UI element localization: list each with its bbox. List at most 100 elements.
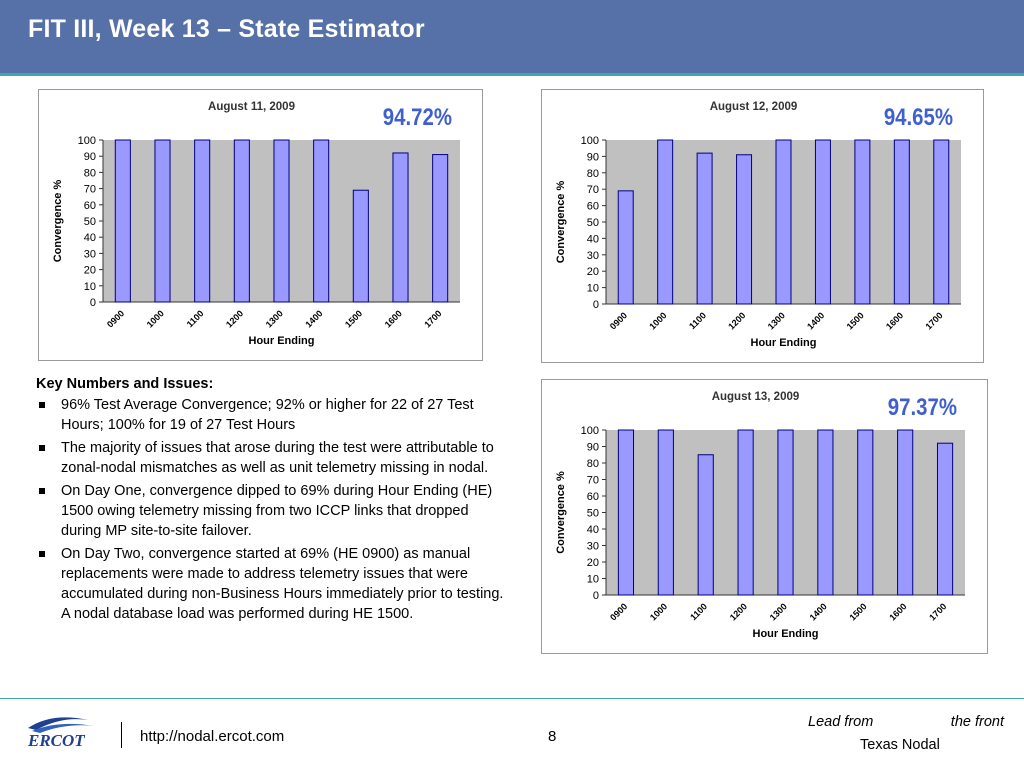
x-tick-label: 1200	[224, 308, 245, 329]
x-tick-label: 0900	[105, 308, 126, 329]
bar	[352, 189, 369, 303]
x-tick-label: 0900	[608, 601, 629, 622]
y-tick-label: 80	[84, 167, 96, 179]
footer-divider-line	[0, 698, 1024, 699]
bar	[114, 139, 131, 303]
bar	[273, 139, 290, 303]
x-tick-label: 1100	[687, 310, 708, 331]
slide-title: FIT III, Week 13 – State Estimator	[28, 15, 425, 43]
svg-text:ERCOT: ERCOT	[27, 731, 85, 750]
chart-august-11: August 11, 2009 94.72% 0 10 20 30 40 50 60 70 80 90…	[38, 89, 483, 361]
y-tick-label: 90	[587, 151, 599, 163]
y-tick-label: 80	[587, 168, 599, 180]
bar	[893, 139, 910, 305]
x-tick-label: 1000	[647, 310, 668, 331]
issue-item: On Day One, convergence dipped to 69% du…	[36, 481, 506, 541]
y-tick-label: 30	[587, 250, 599, 262]
chart-title: August 11, 2009	[208, 101, 295, 113]
x-tick-label: 1300	[768, 601, 789, 622]
average-convergence-label: 97.37%	[888, 393, 957, 420]
issues-heading: Key Numbers and Issues:	[36, 376, 214, 392]
x-tick-label: 1400	[303, 308, 324, 329]
bar	[775, 139, 792, 305]
y-tick-label: 60	[587, 201, 599, 213]
x-tick-label: 1400	[808, 601, 829, 622]
y-tick-label: 80	[587, 458, 599, 470]
bar	[617, 190, 634, 305]
title-bar: FIT III, Week 13 – State Estimator	[0, 0, 1024, 76]
bar	[194, 139, 211, 303]
chart-title: August 13, 2009	[712, 391, 800, 403]
x-tick-label: 1600	[383, 308, 404, 329]
footer-separator	[121, 722, 122, 748]
y-tick-label: 100	[581, 135, 599, 147]
y-tick-label: 60	[84, 200, 96, 212]
x-tick-label: 1700	[927, 601, 948, 622]
bar-chart: August 13, 2009 97.37% 0 10 20 30 40 50 60 70 80 90…	[555, 391, 965, 640]
key-issues-section: Key Numbers and Issues: 96% Test Average…	[36, 374, 506, 627]
tagline-part-2: the front	[950, 714, 1004, 730]
x-tick-label: 1500	[343, 308, 364, 329]
y-tick-label: 40	[587, 233, 599, 245]
y-tick-label: 0	[593, 299, 599, 311]
bar	[432, 154, 449, 303]
y-tick-label: 60	[587, 491, 599, 503]
y-tick-label: 10	[587, 283, 599, 295]
bar	[777, 429, 794, 596]
bar	[897, 429, 914, 596]
x-tick-label: 1300	[264, 308, 285, 329]
y-tick-label: 10	[587, 574, 599, 586]
x-tick-label: 1600	[887, 601, 908, 622]
x-tick-label: 1000	[145, 308, 166, 329]
bar	[696, 152, 713, 305]
y-tick-label: 70	[587, 475, 599, 487]
footer-url-link[interactable]: http://nodal.ercot.com	[140, 728, 285, 745]
x-tick-label: 1300	[766, 310, 787, 331]
y-tick-label: 100	[581, 425, 599, 437]
y-tick-label: 50	[84, 216, 96, 228]
bar	[657, 139, 674, 305]
chart-august-12: August 12, 2009 94.65% 0 10 20 30 40 50 60 70 80 90…	[541, 89, 984, 363]
x-tick-label: 1100	[185, 308, 206, 329]
y-tick-label: 70	[84, 184, 96, 196]
x-tick-label: 1400	[805, 310, 826, 331]
y-tick-label: 40	[84, 232, 96, 244]
x-axis-label: Hour Ending	[751, 337, 817, 349]
chart-title: August 12, 2009	[710, 101, 798, 113]
x-tick-label: 1200	[726, 310, 747, 331]
y-tick-label: 20	[587, 557, 599, 569]
y-tick-label: 30	[84, 248, 96, 260]
bar	[817, 429, 834, 596]
x-tick-label: 0900	[608, 310, 629, 331]
bar-chart: August 12, 2009 94.65% 0 10 20 30 40 50 60 70 80 90…	[555, 101, 961, 349]
y-tick-label: 50	[587, 217, 599, 229]
x-tick-label: 1700	[422, 308, 443, 329]
bar	[657, 429, 674, 596]
y-tick-label: 10	[84, 281, 96, 293]
y-axis-label: Convergence %	[52, 180, 64, 263]
issues-list: 96% Test Average Convergence; 92% or hig…	[36, 395, 506, 624]
y-tick-label: 90	[587, 442, 599, 454]
y-tick-label: 30	[587, 541, 599, 553]
x-axis-label: Hour Ending	[249, 335, 315, 347]
bar	[392, 152, 409, 303]
bar	[737, 429, 754, 596]
y-tick-label: 40	[587, 524, 599, 536]
bar	[233, 139, 250, 303]
issue-item: 96% Test Average Convergence; 92% or hig…	[36, 395, 506, 435]
y-axis-label: Convergence %	[555, 181, 567, 264]
bar	[313, 139, 330, 303]
y-tick-label: 70	[587, 184, 599, 196]
y-tick-label: 20	[84, 265, 96, 277]
y-tick-label: 100	[78, 135, 96, 147]
x-axis-label: Hour Ending	[753, 628, 819, 640]
issue-item: The majority of issues that arose during…	[36, 438, 506, 478]
average-convergence-label: 94.65%	[884, 103, 953, 130]
bar	[857, 429, 874, 596]
ercot-logo: ERCOT	[27, 717, 94, 750]
y-tick-label: 0	[90, 297, 96, 309]
page-number: 8	[548, 728, 557, 745]
average-convergence-label: 94.72%	[383, 103, 452, 130]
bar	[617, 429, 635, 596]
bar	[854, 139, 871, 305]
